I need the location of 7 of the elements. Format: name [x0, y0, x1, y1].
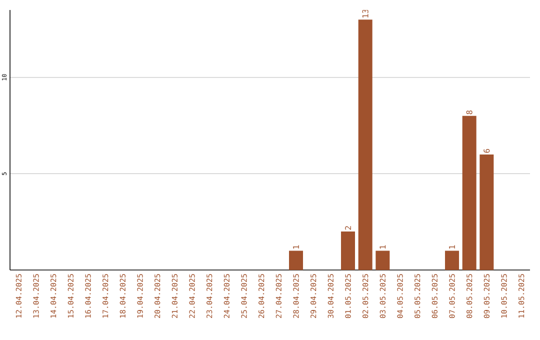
bar: [462, 116, 476, 270]
bar: [445, 250, 460, 270]
bar: [376, 250, 390, 270]
bar: [341, 231, 356, 270]
bar: [289, 250, 304, 270]
bar: [358, 20, 372, 270]
bar: [480, 154, 494, 270]
